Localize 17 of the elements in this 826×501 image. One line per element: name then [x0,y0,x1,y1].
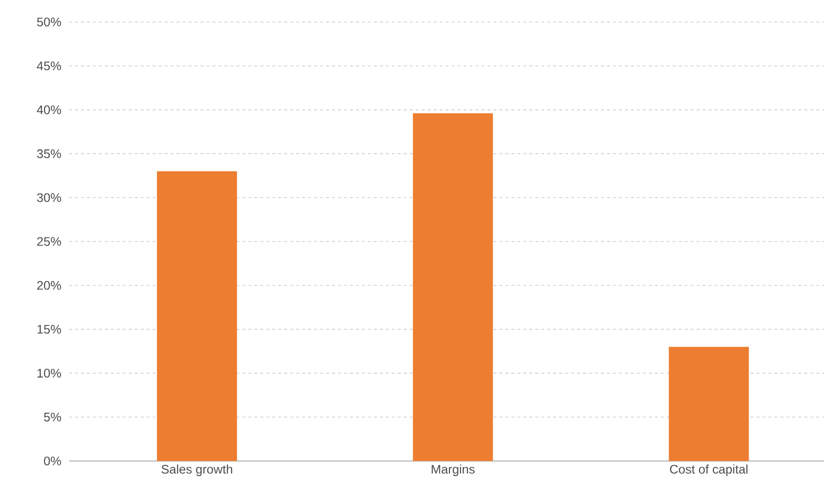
y-tick-label: 15% [38,324,62,334]
bar [156,171,237,461]
y-tick-label: 0% [44,456,62,466]
bar [412,113,493,461]
y-tick-label: 10% [38,368,62,378]
x-tick-label: Sales growth [162,464,232,476]
y-tick-label: 35% [37,149,62,158]
y-tick-label: 20% [37,281,62,290]
x-tick-label: Cost of capital [670,464,748,476]
y-tick-label: 40% [36,105,62,114]
y-tick-label: 30% [37,193,62,202]
bar [668,346,749,461]
y-tick-label: 25% [37,237,62,246]
y-tick-label: 5% [44,412,62,422]
y-tick-label: 50% [37,18,62,26]
x-tick-label: Margins [432,464,475,476]
y-tick-label: 45% [36,62,62,70]
